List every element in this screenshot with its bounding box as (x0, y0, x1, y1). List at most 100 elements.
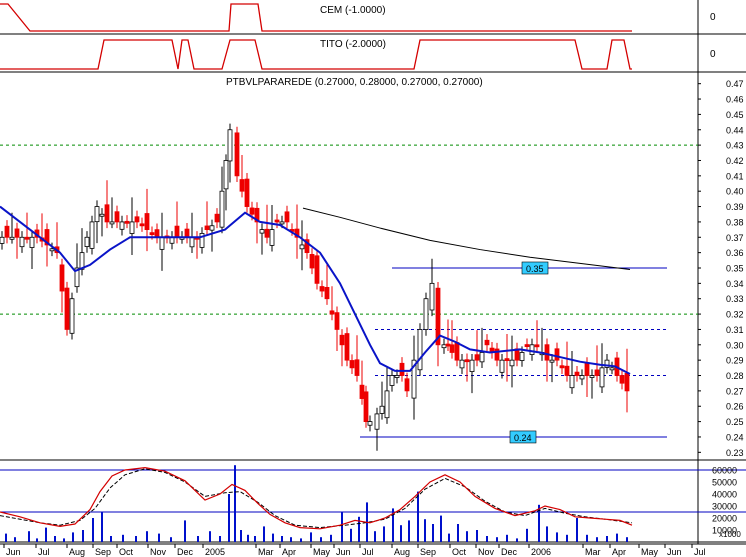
price-y-tick-label: 0.47 (726, 79, 744, 89)
candle-body (204, 225, 210, 231)
price-y-tick-label: 0.28 (726, 371, 744, 381)
price-y-tick-label: 0.44 (726, 125, 744, 135)
candle-body (329, 310, 335, 315)
volume-y-tick-label: 50000 (712, 478, 737, 488)
candle-body (104, 204, 110, 223)
price-y-tick-label: 0.36 (726, 248, 744, 258)
price-y-tick-label: 0.42 (726, 156, 744, 166)
candle-body (344, 333, 350, 361)
volume-bar (310, 532, 312, 542)
price-y-tick-label: 0.23 (726, 448, 744, 458)
price-y-tick-label: 0.35 (726, 264, 744, 274)
x-tick-label: Jun (336, 547, 351, 557)
volume-bar (546, 526, 548, 542)
candle-body (524, 344, 530, 347)
candle-body (9, 236, 15, 240)
x-tick-label: Jul (694, 547, 706, 557)
candle-body (589, 375, 595, 378)
volume-bar (448, 533, 450, 542)
candle-body (624, 372, 630, 392)
candle-body (554, 348, 560, 361)
candle-body (14, 228, 20, 238)
price-level-box (509, 430, 537, 444)
price-level-label: 0.35 (526, 264, 544, 274)
x-tick-label: May (313, 547, 331, 557)
volume-bar (476, 530, 478, 542)
volume-bar (383, 526, 385, 542)
candle-body (379, 405, 385, 414)
volume-bar (350, 528, 352, 542)
x-tick-label: Dec (177, 547, 194, 557)
candle-body (429, 282, 435, 311)
candle-body (584, 362, 590, 376)
candle-body (417, 329, 423, 371)
volume-bar (320, 537, 322, 542)
candle-body (549, 359, 555, 363)
candle-body (411, 359, 417, 399)
candle-body (59, 264, 65, 292)
x-tick-label: Apr (612, 547, 626, 557)
candle-body (564, 365, 570, 376)
volume-bar (209, 531, 211, 542)
candle-body (504, 358, 510, 362)
volume-bar (457, 524, 459, 542)
x-tick-label: Jul (38, 547, 50, 557)
candle-body (359, 384, 365, 399)
candle-body (394, 375, 400, 378)
volume-bar (408, 520, 410, 542)
candle-body (129, 221, 135, 234)
candle-body (309, 254, 315, 269)
volume-multiplier: x1000 (719, 530, 741, 539)
candle-body (174, 225, 180, 238)
price-y-tick-label: 0.32 (726, 310, 744, 320)
volume-bar (341, 512, 343, 542)
cem-title: CEM (-1.0000) (320, 5, 386, 16)
volume-bar (417, 491, 419, 542)
candle-body (269, 229, 275, 246)
candle-body (445, 343, 451, 347)
candle-body (339, 334, 345, 346)
volume-bar (110, 536, 112, 542)
volume-bar (606, 536, 608, 542)
panel-frames (0, 0, 746, 545)
candle-body (44, 229, 50, 246)
volume-bar (538, 504, 540, 542)
candle-body (569, 375, 575, 389)
candle-body (441, 344, 447, 349)
candle-body (334, 312, 340, 330)
x-tick-label: Aug (69, 547, 85, 557)
candle-body (124, 220, 130, 224)
x-tick-label: Oct (119, 547, 134, 557)
x-tick-label: Mar (258, 547, 274, 557)
candle-body (274, 219, 280, 223)
volume-oscillator-line (0, 466, 633, 530)
volume-bar (219, 536, 221, 542)
volume-bar (596, 537, 598, 542)
x-tick-label: Sep (95, 547, 111, 557)
x-tick-label: Nov (478, 547, 495, 557)
volume-bar (400, 525, 402, 542)
volume-bar (36, 538, 38, 542)
volume-bar (586, 534, 588, 542)
volume-bar (135, 536, 137, 542)
candle-body (223, 160, 229, 190)
candle-body (144, 213, 150, 231)
candle-body (279, 221, 285, 225)
volume-bar (82, 530, 84, 542)
candle-body (449, 344, 455, 353)
volume-bar (526, 528, 528, 542)
cem-panel: CEM (-1.0000) 0 (320, 5, 716, 23)
candle-body (49, 248, 55, 252)
volume-panel: x1000 (719, 530, 741, 539)
candle-body (509, 359, 515, 367)
price-title: PTBVLPARAREDE (0.27000, 0.28000, 0.27000… (226, 77, 483, 88)
price-y-tick-label: 0.39 (726, 202, 744, 212)
volume-y-tick-label: 30000 (712, 502, 737, 512)
candle-body (119, 221, 125, 230)
price-level-box (521, 261, 549, 275)
volume-bar (424, 519, 426, 542)
tito-line (0, 39, 632, 70)
volume-bar (234, 465, 236, 542)
candle-body (479, 352, 485, 363)
price-y-tick-label: 0.26 (726, 402, 744, 412)
